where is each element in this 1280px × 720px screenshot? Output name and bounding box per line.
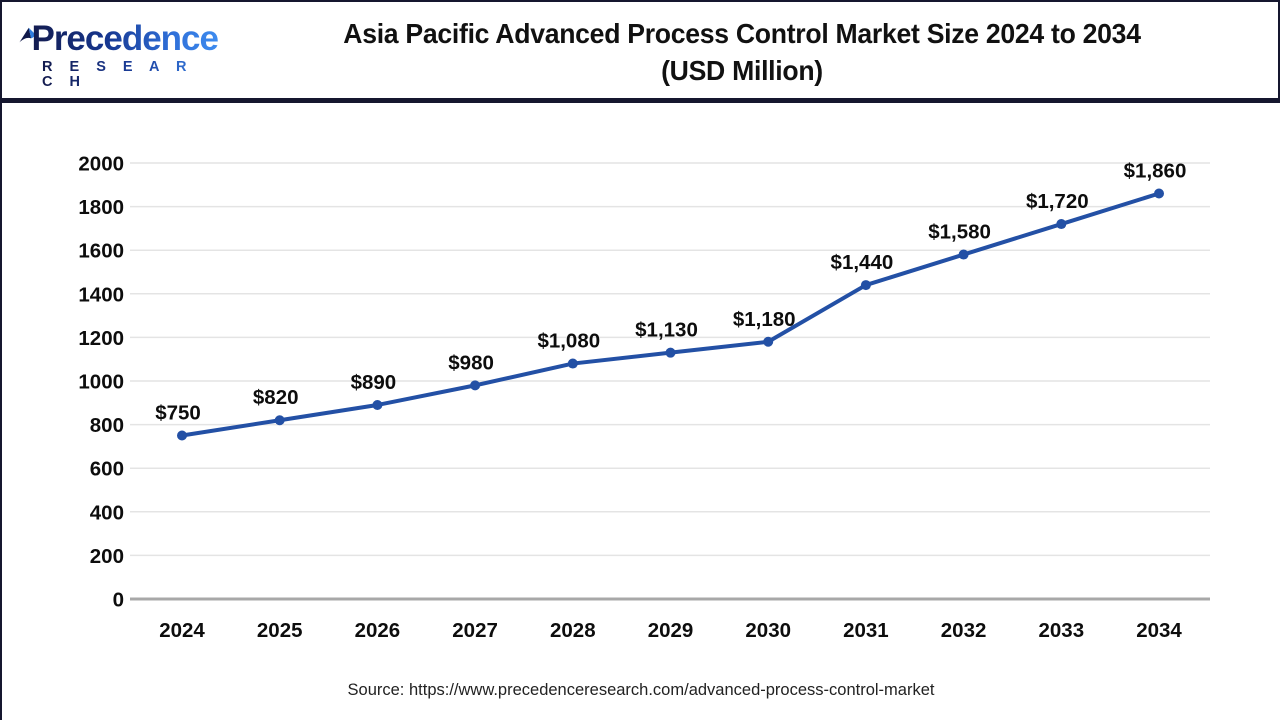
data-point-2024 bbox=[177, 430, 187, 441]
data-label-2031: $1,440 bbox=[831, 251, 894, 274]
precedence-sail-icon bbox=[19, 27, 36, 43]
data-label-2028: $1,080 bbox=[537, 330, 600, 353]
x-tick-label-2027: 2027 bbox=[452, 619, 498, 642]
logo-wordmark: Precedence bbox=[31, 19, 219, 58]
data-label-2024: $750 bbox=[155, 402, 201, 425]
logo: Precedence R E S E A R C H bbox=[18, 18, 219, 89]
y-tick-label: 1000 bbox=[78, 371, 124, 394]
x-tick-label-2026: 2026 bbox=[355, 619, 401, 642]
line-chart: 0 200 400 600 800 1000 1200 1400 1600 1800 2000 202… bbox=[78, 153, 1210, 642]
x-tick-label-2024: 2024 bbox=[159, 619, 205, 642]
data-label-2029: $1,130 bbox=[635, 319, 698, 342]
logo-subtitle: R E S E A R C H bbox=[42, 60, 218, 89]
data-point-2029 bbox=[665, 347, 676, 358]
data-point-2026 bbox=[372, 399, 383, 410]
x-tick-label-2033: 2033 bbox=[1038, 619, 1084, 642]
y-tick-label: 800 bbox=[90, 414, 124, 437]
chart-title-line1: Asia Pacific Advanced Process Control Ma… bbox=[343, 18, 1141, 49]
data-label-2034: $1,860 bbox=[1124, 160, 1187, 183]
data-label-2030: $1,180 bbox=[733, 308, 796, 331]
y-tick-label: 1400 bbox=[78, 283, 124, 306]
y-tick-label: 1200 bbox=[78, 327, 124, 350]
x-tick-label-2028: 2028 bbox=[550, 619, 596, 642]
data-point-2027 bbox=[470, 380, 481, 391]
y-tick-label: 200 bbox=[90, 545, 124, 568]
y-tick-label: 0 bbox=[113, 589, 124, 612]
data-point-2033 bbox=[1056, 219, 1067, 230]
x-tick-label-2029: 2029 bbox=[648, 619, 694, 642]
data-point-2034 bbox=[1154, 188, 1164, 199]
y-tick-label: 600 bbox=[90, 458, 124, 481]
data-label-2025: $820 bbox=[253, 386, 299, 409]
data-point-2031 bbox=[860, 280, 871, 291]
y-tick-label: 1600 bbox=[78, 240, 124, 263]
data-points bbox=[177, 188, 1164, 441]
chart-title: Asia Pacific Advanced Process Control Ma… bbox=[240, 15, 1243, 89]
data-point-2030 bbox=[763, 336, 774, 347]
data-label-2026: $890 bbox=[351, 371, 397, 394]
source-attribution: Source: https://www.precedenceresearch.c… bbox=[347, 681, 935, 699]
x-tick-label-2030: 2030 bbox=[745, 619, 791, 642]
series-line bbox=[180, 191, 1161, 438]
y-tick-label: 2000 bbox=[78, 153, 124, 176]
x-tick-label-2025: 2025 bbox=[257, 619, 303, 642]
y-axis-labels: 0 200 400 600 800 1000 1200 1400 1600 1800 2000 bbox=[78, 153, 124, 612]
header: Precedence R E S E A R C H Asia Pacific … bbox=[2, 0, 1280, 103]
x-tick-label-2034: 2034 bbox=[1136, 619, 1182, 642]
x-tick-label-2031: 2031 bbox=[843, 619, 889, 642]
data-point-2025 bbox=[274, 415, 285, 426]
data-label-2033: $1,720 bbox=[1026, 190, 1089, 213]
chart-title-line2: (USD Million) bbox=[661, 55, 823, 87]
y-tick-label: 400 bbox=[90, 501, 124, 524]
data-label-2032: $1,580 bbox=[928, 221, 991, 244]
data-point-2032 bbox=[958, 249, 969, 260]
gridlines bbox=[130, 162, 1210, 601]
x-axis-labels: 2024 2025 2026 2027 2028 2029 2030 2031 2032 2033… bbox=[159, 619, 1182, 642]
x-tick-label-2032: 2032 bbox=[941, 619, 987, 642]
data-labels: $750 $820 $890 $980 $1,080 $1,130 $1,180 $1,440… bbox=[155, 160, 1186, 425]
data-label-2027: $980 bbox=[448, 351, 494, 374]
data-point-2028 bbox=[567, 358, 578, 369]
y-tick-label: 1800 bbox=[78, 196, 124, 219]
